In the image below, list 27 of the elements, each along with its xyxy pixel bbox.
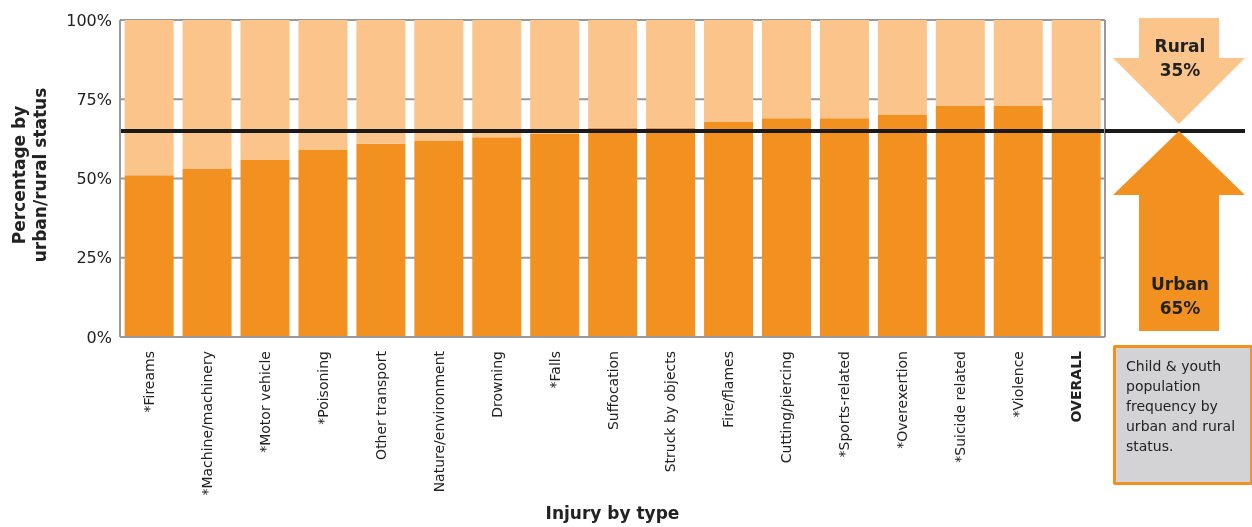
- x-tick-label: *Suicide related: [952, 351, 969, 463]
- x-tick-label: *Poisoning: [314, 351, 331, 425]
- x-tick-label: *Sports-related: [836, 351, 853, 458]
- y-tick-label: 25%: [76, 248, 112, 268]
- x-tick-label: *Machine/machinery: [198, 351, 215, 496]
- text: Rural 35%: [1153, 35, 1207, 82]
- x-tick-label: OVERALL: [1068, 350, 1085, 423]
- x-tick-label: Suffocation: [604, 351, 621, 431]
- y-axis-title: Percentage by urban/rural status: [9, 86, 51, 265]
- x-tick-label: *Falls: [546, 351, 563, 389]
- x-axis-title: Injury by type: [545, 503, 680, 523]
- x-tick-label: *Motor vehicle: [256, 351, 273, 453]
- x-tick-label: Cutting/piercing: [778, 351, 795, 464]
- y-tick-label: 0%: [86, 327, 112, 347]
- y-tick-label: 100%: [66, 10, 112, 30]
- x-tick-label: *Fireams: [140, 351, 157, 413]
- x-tick-label: *Violence: [1010, 351, 1027, 418]
- text: Child & youth population frequency by urban and rural status.: [1113, 345, 1252, 485]
- y-tick-label: 50%: [76, 169, 112, 189]
- x-tick-label: Drowning: [488, 351, 505, 418]
- x-tick-label: Other transport: [372, 350, 389, 460]
- x-tick-label: *Overexertion: [894, 351, 911, 449]
- x-tick-label: Nature/environment: [430, 350, 447, 493]
- text: Urban 65%: [1150, 273, 1210, 320]
- x-tick-label: Struck by objects: [662, 351, 679, 473]
- x-tick-label: Fire/flames: [720, 351, 737, 428]
- y-tick-label: 75%: [76, 89, 112, 109]
